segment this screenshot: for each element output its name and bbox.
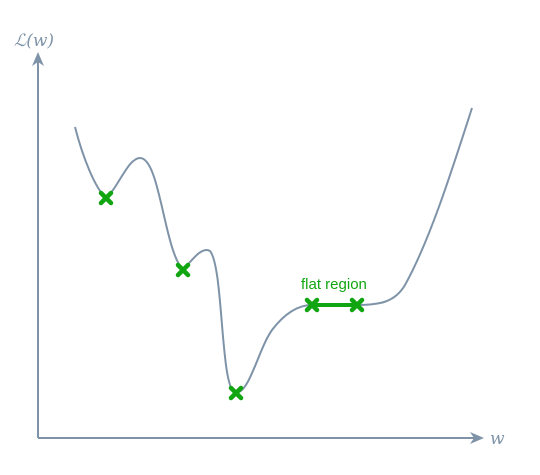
- x-axis-arrow: [470, 432, 484, 444]
- global-minimum-marker: [228, 385, 244, 401]
- y-axis-label: ℒ(w): [14, 31, 54, 51]
- x-axis: w: [38, 429, 505, 449]
- loss-curve: [74, 107, 473, 395]
- flat-region-start-marker: [304, 297, 320, 313]
- minimum-marker-2: [175, 262, 191, 278]
- flat-region-end-marker: [349, 297, 365, 313]
- x-axis-label: w: [490, 429, 505, 449]
- flat-region-annotation: flat region: [301, 276, 367, 293]
- y-axis: ℒ(w): [14, 31, 54, 438]
- y-axis-arrow: [32, 52, 44, 66]
- minimum-marker-1: [98, 190, 114, 206]
